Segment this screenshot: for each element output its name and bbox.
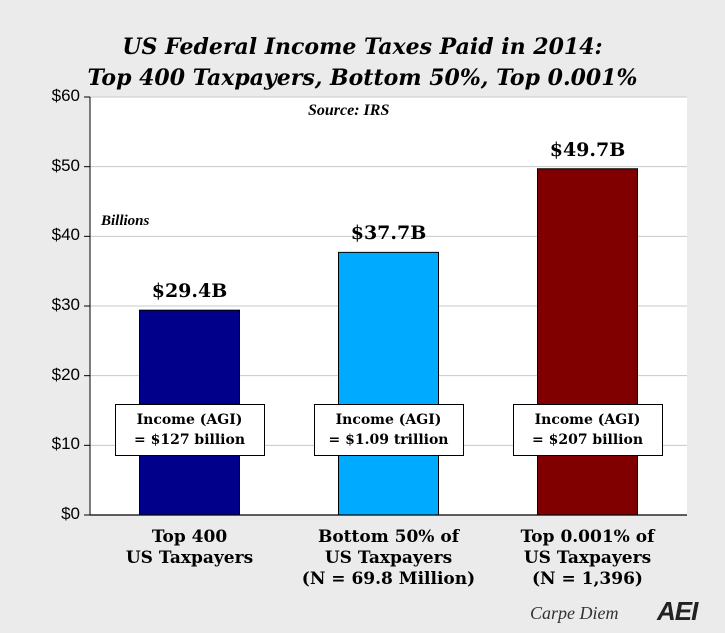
y-tick-label: $60 <box>51 86 80 105</box>
y-tick-label: $40 <box>51 225 80 245</box>
unit-label: Billions <box>101 213 150 229</box>
source-note: Source: IRS <box>308 102 390 119</box>
y-tick-label: $30 <box>51 295 80 314</box>
income-note-line: Income (AGI) <box>534 412 641 429</box>
category-label-line: Top 400 <box>151 527 228 547</box>
category-label: Top 0.001% of US Taxpayers (N = 1,396) <box>488 527 688 590</box>
category-label: Bottom 50% of US Taxpayers (N = 69.8 Milli… <box>289 527 489 590</box>
category-label-line: US Taxpayers <box>324 548 453 568</box>
bar-2 <box>338 251 439 516</box>
chart-subtitle: Top 400 Taxpayers, Bottom 50%, Top 0.001… <box>87 65 638 91</box>
axes <box>84 96 687 516</box>
bar-value-label: $37.7B <box>350 222 427 245</box>
category-label-line: (N = 1,396) <box>532 569 643 589</box>
category-label: Top 400 US Taxpayers <box>90 527 290 569</box>
category-label-line: (N = 69.8 Million) <box>301 569 476 589</box>
income-note-line: = $127 billion <box>133 432 246 449</box>
y-tick-label: $50 <box>51 155 80 175</box>
income-note: Income (AGI) = $127 billion <box>114 404 265 457</box>
income-note-line: Income (AGI) <box>136 412 243 429</box>
bar-3 <box>537 168 638 516</box>
category-label-line: Bottom 50% of <box>317 527 460 547</box>
income-note-line: = $1.09 trillion <box>328 432 449 449</box>
y-tick-label: $10 <box>51 434 80 454</box>
y-tick-label: $20 <box>51 364 80 384</box>
income-note-line: = $207 billion <box>531 432 644 449</box>
bar-value-label: $29.4B <box>151 280 228 303</box>
income-note: Income (AGI) = $1.09 trillion <box>313 404 464 457</box>
income-note: Income (AGI) = $207 billion <box>512 404 663 457</box>
category-label-line: US Taxpayers <box>125 548 254 568</box>
bar-value-label: $49.7B <box>549 138 626 161</box>
aei-logo: AEI <box>657 596 698 626</box>
category-label-line: Top 0.001% of <box>520 527 655 547</box>
category-label-line: US Taxpayers <box>523 548 652 568</box>
brand-text: Carpe Diem <box>530 603 619 623</box>
income-note-line: Income (AGI) <box>335 412 442 429</box>
y-tick-label: $0 <box>61 504 80 523</box>
chart-title: US Federal Income Taxes Paid in 2014: <box>122 34 603 60</box>
